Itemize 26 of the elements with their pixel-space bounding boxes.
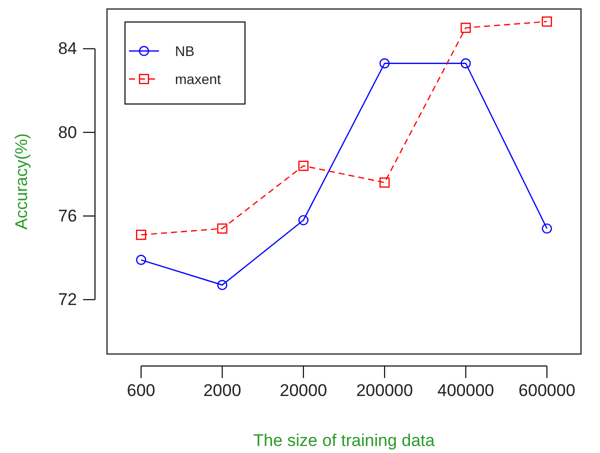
point [298, 215, 309, 226]
x-tick-label: 600000 [518, 381, 576, 400]
point [217, 223, 228, 234]
point [460, 22, 471, 33]
point [298, 160, 309, 171]
point [379, 177, 390, 188]
point [136, 254, 146, 266]
y-tick-label: 84 [58, 39, 77, 58]
point [379, 58, 390, 68]
y-tick-label: 72 [58, 290, 77, 310]
y-axis-title: Accuracy(%) [12, 133, 31, 230]
point [217, 280, 228, 290]
y-tick-label: 80 [58, 122, 77, 142]
point [460, 58, 471, 68]
point [136, 230, 146, 240]
x-axis-title: The size of training data [253, 431, 436, 450]
point [542, 223, 552, 234]
x-tick-label: 200000 [356, 381, 413, 400]
x-tick-label: 20000 [280, 381, 328, 400]
legend-label: NB [175, 43, 194, 59]
x-tick-label: 400000 [437, 381, 494, 400]
point [542, 16, 552, 27]
x-tick-label: 2000 [203, 381, 242, 400]
legend-label: maxent [175, 71, 222, 87]
y-tick-label: 76 [58, 206, 77, 226]
x-tick-label: 600 [126, 381, 156, 400]
